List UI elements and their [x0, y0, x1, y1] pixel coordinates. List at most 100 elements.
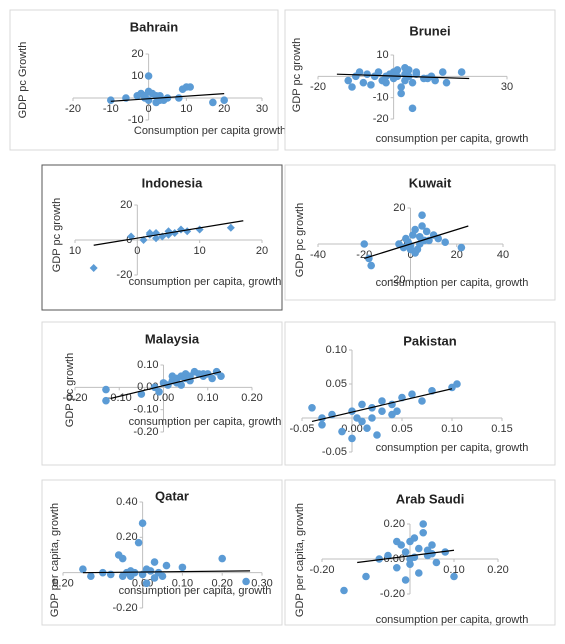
y-tick-label: -10 [128, 114, 144, 126]
x-tick-label: 0.20 [211, 578, 232, 590]
y-axis-label: GDP pc growth [64, 353, 76, 427]
x-axis-label: consumption per capita, growth [119, 585, 272, 597]
point [431, 76, 439, 85]
x-axis-label: consumption per capita, growth [129, 416, 282, 428]
panel [41, 321, 283, 466]
chart-title: Arab Saudi [396, 491, 465, 506]
y-tick-label: 0.05 [326, 378, 347, 390]
y-axis-label: GDP per capita, growth [294, 503, 306, 617]
y-tick-label: -0.20 [113, 602, 138, 614]
point [418, 397, 426, 405]
point [340, 586, 348, 595]
y-tick-label: -10 [373, 92, 389, 104]
x-tick-label: 0.20 [487, 564, 508, 576]
x-tick-label: 0.10 [172, 578, 193, 590]
point [318, 421, 326, 429]
point [89, 264, 98, 272]
point [367, 81, 375, 89]
point [397, 83, 405, 91]
y-tick-label: 0.10 [137, 359, 158, 371]
x-tick-label: 0.10 [197, 392, 218, 404]
point [453, 380, 461, 388]
x-axis-label: Consumption per capita growth [134, 125, 286, 137]
panel [9, 9, 279, 151]
point [242, 577, 250, 586]
point [226, 223, 235, 232]
point [344, 76, 353, 85]
x-tick-label: 0.00 [153, 392, 174, 404]
point [162, 561, 171, 570]
y-tick-label: -0.20 [133, 426, 158, 438]
point [378, 397, 386, 405]
point [442, 78, 451, 87]
panel [284, 164, 556, 301]
x-tick-label: 0.10 [441, 423, 462, 435]
x-tick-label: 0.20 [52, 578, 73, 590]
x-tick-label: 20 [218, 103, 230, 115]
point [168, 372, 177, 380]
point [393, 66, 402, 74]
x-tick-label: 30 [501, 81, 513, 93]
y-tick-label: -0.20 [380, 588, 405, 600]
point [144, 72, 153, 80]
point [195, 225, 204, 234]
point [150, 558, 159, 566]
point [348, 83, 356, 91]
point [434, 234, 443, 243]
point [419, 520, 428, 528]
point [418, 211, 426, 219]
point [422, 227, 431, 236]
point [177, 381, 185, 389]
point [158, 572, 167, 580]
x-axis-label: consumption per capita, growth [376, 614, 529, 626]
y-axis-label: GDP pc growth [291, 38, 303, 112]
point [363, 424, 371, 433]
trendline [110, 93, 225, 102]
x-tick-label: -0.05 [289, 423, 314, 435]
point [178, 563, 187, 572]
point [441, 238, 449, 246]
x-tick-label: 0.00 [341, 423, 362, 435]
point [397, 89, 405, 98]
x-tick-label: 10 [180, 103, 192, 115]
point [363, 70, 371, 78]
x-tick-label: 0.15 [491, 423, 512, 435]
panel [41, 164, 283, 311]
x-axis-label: consumption per capita, growth [376, 442, 529, 454]
trendline [82, 570, 251, 574]
point [355, 68, 364, 76]
x-tick-label: 10 [69, 245, 81, 257]
x-tick-label: -0.20 [309, 564, 334, 576]
point [408, 390, 416, 399]
point [170, 229, 179, 237]
point [87, 572, 95, 580]
x-tick-label: 20 [451, 249, 463, 261]
chart-title: Pakistan [403, 333, 457, 348]
point [438, 68, 447, 76]
point [457, 243, 466, 252]
x-tick-label: 0.05 [391, 423, 412, 435]
point [375, 555, 384, 563]
chart-title: Bahrain [130, 19, 178, 34]
point [441, 548, 450, 556]
x-tick-label: 0.10 [443, 564, 464, 576]
x-axis-label: consumption per capita, growth [376, 133, 529, 145]
y-tick-label: -20 [390, 274, 406, 286]
y-tick-label: 10 [131, 70, 143, 82]
y-tick-label: 10 [376, 49, 388, 61]
point [102, 385, 110, 394]
point [401, 576, 410, 584]
y-tick-label: 20 [131, 48, 143, 60]
point [79, 565, 87, 573]
point [118, 572, 127, 580]
y-axis-label: GDP per capita, growth [49, 503, 61, 617]
point [406, 245, 415, 254]
panel [284, 321, 556, 466]
x-tick-label: 0 [146, 103, 152, 115]
point [107, 96, 115, 104]
point [384, 551, 392, 560]
x-tick-label: -20 [310, 81, 326, 93]
point [411, 225, 419, 234]
point [137, 390, 146, 398]
point [382, 78, 390, 87]
